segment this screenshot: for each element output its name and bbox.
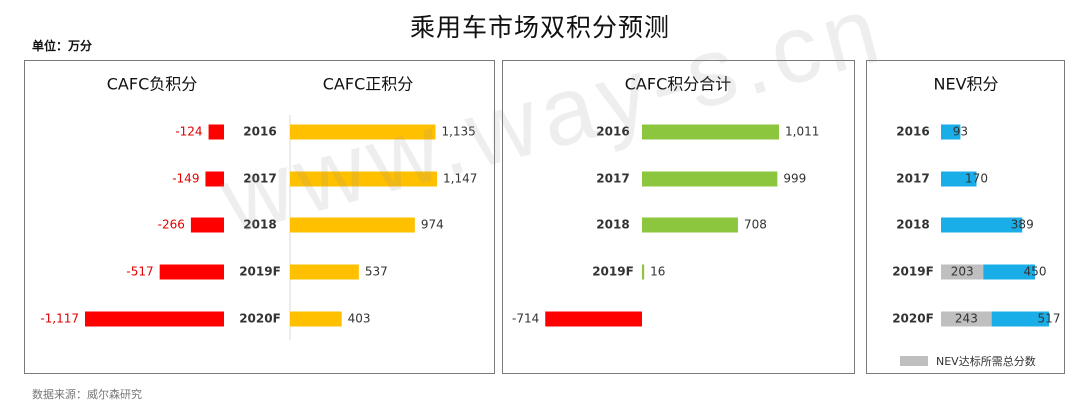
bar-cafc-negative [190, 217, 224, 233]
category-label: 2016 [896, 125, 929, 139]
category-label: 2016 [596, 125, 629, 139]
data-label-nev: 450 [1024, 265, 1047, 279]
bar-cafc-total [642, 217, 738, 233]
bar-nev [941, 171, 977, 187]
data-label-cafc-positive: 1,147 [443, 172, 477, 186]
bar-cafc-total [642, 124, 779, 140]
data-label-cafc-negative: -124 [175, 125, 202, 139]
bar-cafc-negative [85, 311, 224, 327]
category-label: 2017 [896, 172, 929, 186]
data-label-cafc-positive: 537 [365, 265, 388, 279]
data-label-nev: 170 [965, 172, 988, 186]
panel-title-cafc-total: CAFC积分合计 [625, 75, 732, 94]
bar-cafc-total [642, 264, 645, 280]
bar-cafc-negative [205, 171, 224, 187]
bar-cafc-positive [290, 264, 359, 280]
data-label-cafc-total: 708 [744, 218, 767, 232]
unit-label: 单位：万分 [32, 39, 93, 53]
data-label-cafc-total: 16 [650, 265, 665, 279]
panel-title-cafc-positive: CAFC正积分 [323, 75, 414, 94]
bar-cafc-positive [290, 311, 342, 327]
data-label-nev: 517 [1038, 312, 1061, 326]
bar-nev-required [941, 311, 992, 327]
data-label-cafc-total: -714 [512, 312, 539, 326]
category-label: 2020F [239, 312, 281, 326]
category-label: 2020F [892, 312, 934, 326]
bar-nev-required [941, 264, 984, 280]
data-label-cafc-total: 1,011 [785, 125, 819, 139]
bar-cafc-total [642, 171, 778, 187]
data-label-nev-required: 243 [955, 312, 978, 326]
data-label-cafc-positive: 403 [348, 312, 371, 326]
bar-cafc-total [545, 311, 642, 327]
data-label-cafc-positive: 1,135 [441, 125, 475, 139]
data-label-cafc-positive: 974 [421, 218, 444, 232]
category-label: 2016 [243, 125, 276, 139]
bar-cafc-negative [208, 124, 224, 140]
bar-nev [941, 124, 961, 140]
data-label-cafc-negative: -517 [126, 265, 153, 279]
bar-cafc-positive [290, 217, 415, 233]
panel-title-cafc-negative: CAFC负积分 [107, 75, 198, 94]
category-label: 2017 [596, 172, 629, 186]
data-label-cafc-negative: -266 [158, 218, 185, 232]
category-label: 2018 [896, 218, 929, 232]
bar-cafc-negative [159, 264, 224, 280]
data-label-nev-required: 203 [951, 265, 974, 279]
bar-nev [941, 217, 1023, 233]
category-label: 2018 [243, 218, 276, 232]
data-label-nev: 93 [953, 125, 968, 139]
bar-cafc-positive [290, 171, 437, 187]
category-label: 2019F [239, 265, 281, 279]
legend-label-nev-required: NEV达标所需总分数 [936, 354, 1036, 368]
legend-swatch-nev-required [900, 356, 928, 366]
category-label: 2017 [243, 172, 276, 186]
category-label: 2018 [596, 218, 629, 232]
data-label-cafc-negative: -149 [172, 172, 199, 186]
chart-title: 乘用车市场双积分预测 [409, 13, 670, 42]
category-label: 2019F [892, 265, 934, 279]
source-note: 数据来源：威尔森研究 [32, 388, 142, 401]
data-label-cafc-negative: -1,117 [40, 312, 79, 326]
bar-cafc-positive [290, 124, 436, 140]
data-label-nev: 389 [1011, 218, 1034, 232]
data-label-cafc-total: 999 [783, 172, 806, 186]
panel-title-nev: NEV积分 [933, 75, 998, 94]
category-label: 2019F [592, 265, 634, 279]
